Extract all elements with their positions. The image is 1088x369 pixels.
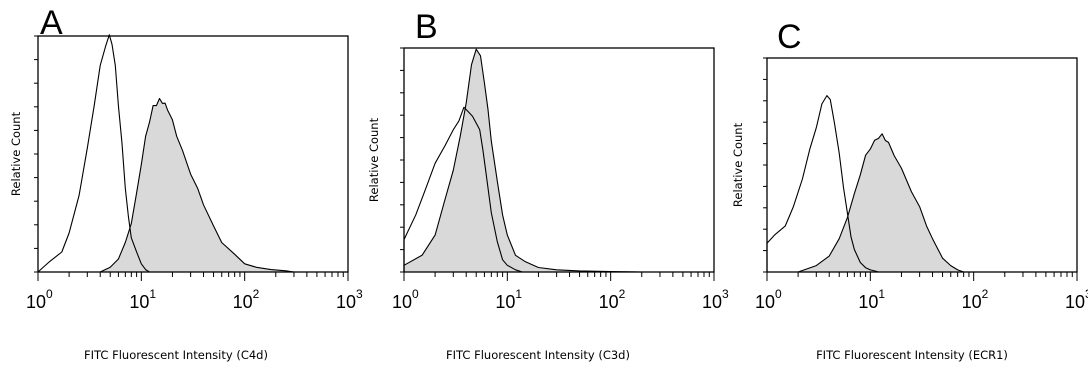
x-tick-exponent: 3 — [1085, 287, 1088, 301]
histogram-series-2 — [403, 48, 643, 273]
y-axis-label: Relative Count — [367, 117, 381, 202]
x-axis-label: FITC Fluorescent Intensity (C4d) — [84, 348, 268, 362]
x-tick-exponent: 3 — [722, 287, 729, 301]
x-tick-exponent: 0 — [412, 287, 419, 301]
x-tick-label: 10 — [599, 292, 619, 312]
x-tick-label: 10 — [755, 292, 775, 312]
x-axis-label: FITC Fluorescent Intensity (C3d) — [446, 348, 630, 362]
x-tick-exponent: 0 — [46, 287, 53, 301]
y-axis-label: Relative Count — [731, 122, 745, 207]
x-tick-label: 10 — [1065, 292, 1085, 312]
histogram-series-1 — [37, 34, 151, 273]
x-tick-exponent: 1 — [515, 287, 522, 301]
histogram-series-2 — [797, 133, 965, 273]
x-tick-label: 10 — [702, 292, 722, 312]
x-tick-label: 10 — [129, 292, 149, 312]
panel-letter: B — [415, 8, 438, 46]
histogram-series-2 — [99, 97, 295, 273]
x-tick-label: 10 — [26, 292, 46, 312]
x-tick-label: 10 — [233, 292, 253, 312]
panel-letter: C — [777, 18, 802, 56]
x-tick-label: 10 — [495, 292, 515, 312]
histogram-series-1 — [403, 106, 523, 273]
x-tick-exponent: 3 — [356, 287, 363, 301]
x-tick-label: 10 — [392, 292, 412, 312]
x-tick-label: 10 — [858, 292, 878, 312]
x-tick-exponent: 2 — [982, 287, 989, 301]
x-tick-exponent: 2 — [619, 287, 626, 301]
panel-letter: A — [40, 4, 63, 42]
x-tick-exponent: 1 — [878, 287, 885, 301]
x-tick-exponent: 2 — [253, 287, 260, 301]
x-tick-label: 10 — [336, 292, 356, 312]
x-tick-exponent: 0 — [775, 287, 782, 301]
x-axis-label: FITC Fluorescent Intensity (ECR1) — [816, 348, 1008, 362]
x-tick-label: 10 — [962, 292, 982, 312]
y-axis-label: Relative Count — [9, 111, 23, 196]
histogram-series-1 — [766, 95, 880, 273]
x-tick-exponent: 1 — [149, 287, 156, 301]
